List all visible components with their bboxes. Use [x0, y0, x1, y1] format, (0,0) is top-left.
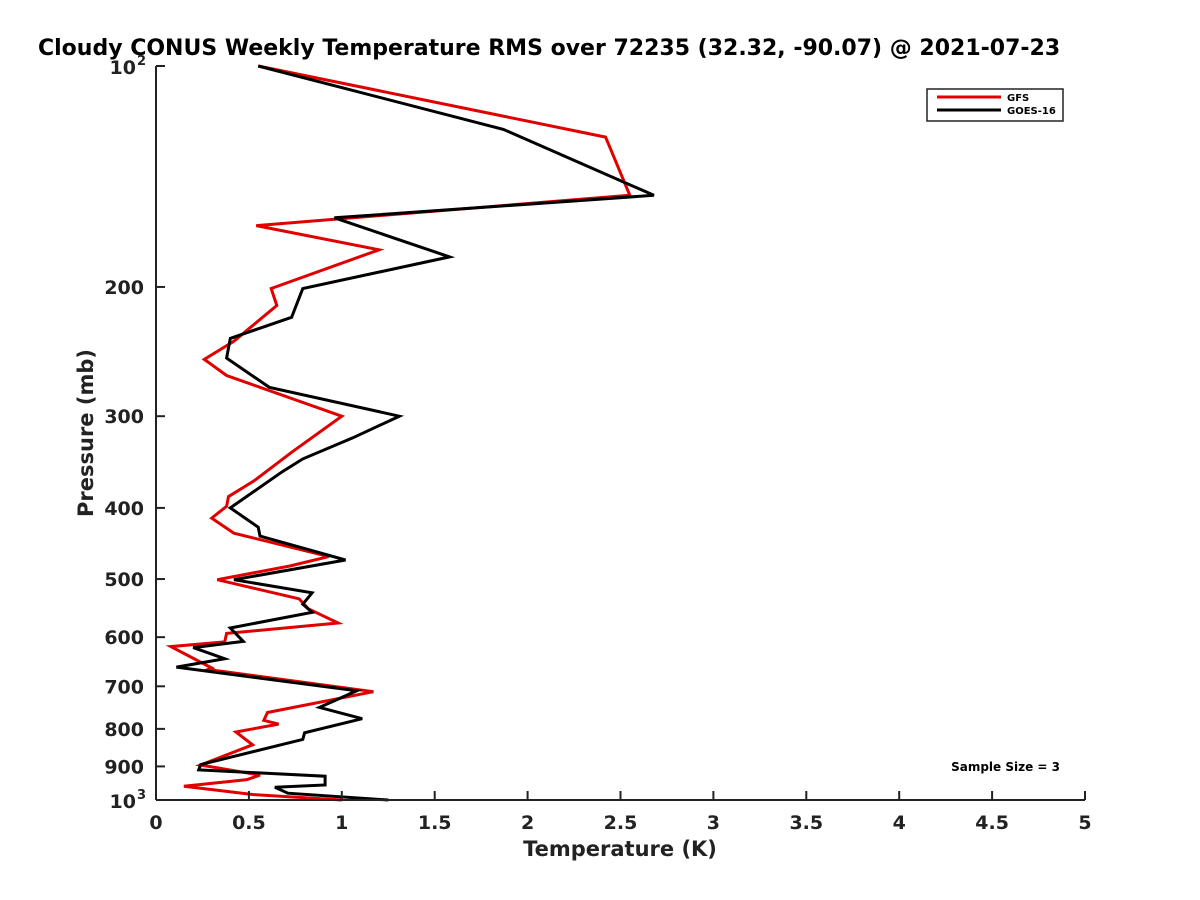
- y-tick-label: 300: [104, 406, 144, 428]
- y-tick-label: 10: [110, 791, 136, 813]
- y-tick-label: 600: [104, 627, 144, 649]
- y-tick-label: 400: [104, 498, 144, 520]
- y-tick-label: 900: [104, 756, 144, 778]
- legend-box: [926, 88, 1064, 122]
- legend-entry-label: GFS: [1007, 93, 1029, 104]
- x-tick-label: 3: [707, 812, 720, 834]
- y-tick-label: 800: [104, 719, 144, 741]
- x-tick-label: 2: [521, 812, 534, 834]
- y-tick-exponent: 2: [137, 54, 146, 69]
- sample-size-annotation: Sample Size = 3: [951, 760, 1060, 774]
- x-tick-label: 3.5: [789, 812, 823, 834]
- y-tick-label: 700: [104, 676, 144, 698]
- x-tick-label: 1: [335, 812, 348, 834]
- x-tick-label: 1.5: [418, 812, 452, 834]
- y-axis-label: Pressure (mb): [74, 349, 98, 517]
- x-tick-label: 0.5: [232, 812, 266, 834]
- legend: GFS GOES-16: [926, 88, 1064, 122]
- x-tick-label: 4: [893, 812, 906, 834]
- series-line-gfs: [165, 64, 632, 802]
- series-line-goes-16: [176, 64, 655, 802]
- y-tick-label: 500: [104, 569, 144, 591]
- plot-axes: 0 0.5 1 1.5 2 2.5 3 3.5 4 4.5 510 22003004005006007…: [104, 54, 1091, 834]
- x-tick-label: 5: [1078, 812, 1091, 834]
- chart-title: Cloudy CONUS Weekly Temperature RMS over…: [38, 36, 1060, 61]
- x-tick-label: 4.5: [975, 812, 1009, 834]
- plot-series: [165, 64, 655, 802]
- x-tick-label: 2.5: [604, 812, 638, 834]
- y-tick-label: 10: [110, 57, 136, 79]
- x-tick-label: 0: [149, 812, 162, 834]
- x-axis-label: Temperature (K): [523, 837, 717, 861]
- legend-entry-label: GOES-16: [1007, 106, 1056, 117]
- y-tick-exponent: 3: [137, 788, 146, 803]
- y-tick-label: 200: [104, 277, 144, 299]
